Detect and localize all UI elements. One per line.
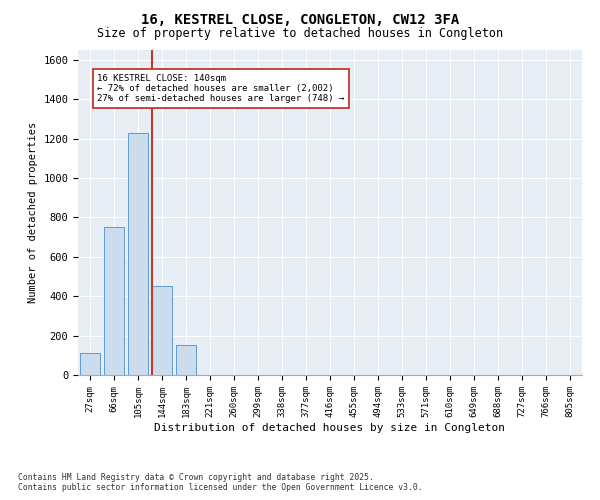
X-axis label: Distribution of detached houses by size in Congleton: Distribution of detached houses by size … bbox=[155, 422, 505, 432]
Text: Size of property relative to detached houses in Congleton: Size of property relative to detached ho… bbox=[97, 28, 503, 40]
Bar bbox=[128, 132, 148, 375]
Bar bbox=[104, 228, 124, 375]
Text: Contains HM Land Registry data © Crown copyright and database right 2025.
Contai: Contains HM Land Registry data © Crown c… bbox=[18, 473, 422, 492]
Bar bbox=[80, 354, 100, 375]
Bar bbox=[176, 346, 196, 375]
Text: 16, KESTREL CLOSE, CONGLETON, CW12 3FA: 16, KESTREL CLOSE, CONGLETON, CW12 3FA bbox=[141, 12, 459, 26]
Y-axis label: Number of detached properties: Number of detached properties bbox=[28, 122, 38, 303]
Bar bbox=[152, 286, 172, 375]
Text: 16 KESTREL CLOSE: 140sqm
← 72% of detached houses are smaller (2,002)
27% of sem: 16 KESTREL CLOSE: 140sqm ← 72% of detach… bbox=[97, 74, 344, 104]
